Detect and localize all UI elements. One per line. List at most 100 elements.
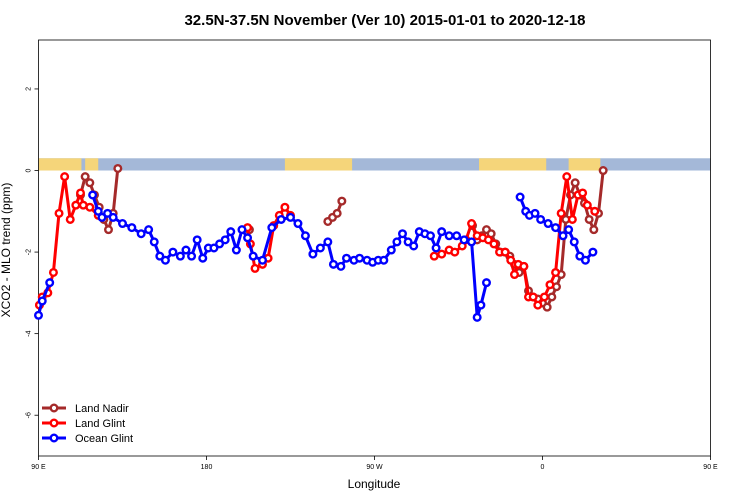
data-point <box>437 249 447 259</box>
y-tick-label: -4 <box>26 330 33 336</box>
map-strip <box>38 158 711 171</box>
data-point <box>482 278 492 288</box>
data-point <box>250 263 260 273</box>
legend-label: Land Glint <box>75 418 125 430</box>
data-point <box>551 223 561 233</box>
x-axis: 90 E 180 90 W 0 90 E <box>31 456 718 471</box>
data-point <box>293 219 303 229</box>
data-point <box>332 208 342 218</box>
y-tick-label: -2 <box>26 249 33 255</box>
data-point <box>231 245 241 255</box>
series-layer <box>34 163 608 322</box>
data-point <box>483 235 493 245</box>
data-point <box>589 225 599 235</box>
data-point <box>60 172 70 182</box>
data-point <box>336 261 346 271</box>
data-point <box>48 267 58 277</box>
data-point <box>539 292 549 302</box>
data-point <box>187 251 197 261</box>
land-band <box>284 158 353 171</box>
data-point <box>582 200 592 210</box>
data-point <box>500 247 510 257</box>
data-point <box>258 255 268 265</box>
data-point <box>570 178 580 188</box>
data-point <box>467 219 477 229</box>
legend-item: Ocean Glint <box>42 433 133 445</box>
data-point <box>45 278 55 288</box>
y-axis-label: XCO2 - MLO trend (ppm) <box>0 183 13 318</box>
data-point <box>450 247 460 257</box>
data-point <box>547 292 557 302</box>
data-point <box>510 270 520 280</box>
y-tick-label: 2 <box>26 87 33 91</box>
data-point <box>308 249 318 259</box>
data-point <box>286 212 296 222</box>
data-point <box>103 208 113 218</box>
data-point <box>542 302 552 312</box>
x-tick-label: 90 E <box>703 464 718 471</box>
legend: Land Nadir Land Glint Ocean Glint <box>42 403 133 445</box>
data-point <box>536 214 546 224</box>
data-point <box>54 208 64 218</box>
data-point <box>136 229 146 239</box>
data-point <box>168 247 178 257</box>
legend-marker <box>49 403 59 413</box>
data-point <box>403 237 413 247</box>
data-point <box>237 225 247 235</box>
data-point <box>209 243 219 253</box>
data-point <box>323 237 333 247</box>
chart-title: 32.5N-37.5N November (Ver 10) 2015-01-01… <box>184 12 585 29</box>
data-point <box>567 214 577 224</box>
x-tick-label: 180 <box>201 464 213 471</box>
data-point <box>476 300 486 310</box>
data-point <box>75 188 85 198</box>
data-point <box>85 178 95 188</box>
data-point <box>515 192 525 202</box>
data-point <box>452 231 462 241</box>
data-point <box>149 237 159 247</box>
data-point <box>386 245 396 255</box>
data-point <box>426 231 436 241</box>
data-point <box>181 245 191 255</box>
data-point <box>530 208 540 218</box>
data-point <box>545 280 555 290</box>
data-point <box>127 223 137 233</box>
data-point <box>543 219 553 229</box>
data-point <box>398 229 408 239</box>
legend-item: Land Nadir <box>42 403 129 415</box>
data-point <box>355 253 365 263</box>
data-point <box>276 214 286 224</box>
x-axis-label: Longitude <box>348 477 401 491</box>
data-point <box>558 231 568 241</box>
data-point <box>243 233 253 243</box>
data-point <box>580 255 590 265</box>
data-point <box>117 219 127 229</box>
data-point <box>459 235 469 245</box>
data-point <box>315 243 325 253</box>
data-point <box>175 251 185 261</box>
data-point <box>444 231 454 241</box>
data-point <box>300 231 310 241</box>
data-point <box>65 214 75 224</box>
data-point <box>220 235 230 245</box>
data-point <box>280 202 290 212</box>
data-point <box>88 190 98 200</box>
data-point <box>562 172 572 182</box>
data-point <box>267 223 277 233</box>
data-point <box>144 225 154 235</box>
data-point <box>409 241 419 251</box>
data-point <box>192 235 202 245</box>
plot-frame <box>38 39 711 457</box>
land-band <box>568 158 601 171</box>
data-point <box>198 253 208 263</box>
x-tick-label: 0 <box>541 464 545 471</box>
data-point <box>328 259 338 269</box>
data-point <box>103 225 113 235</box>
data-point <box>489 239 499 249</box>
data-point <box>528 292 538 302</box>
data-point <box>598 166 608 176</box>
series-land-glint <box>34 172 600 310</box>
ocean-band <box>38 158 711 171</box>
legend-label: Ocean Glint <box>75 433 133 445</box>
